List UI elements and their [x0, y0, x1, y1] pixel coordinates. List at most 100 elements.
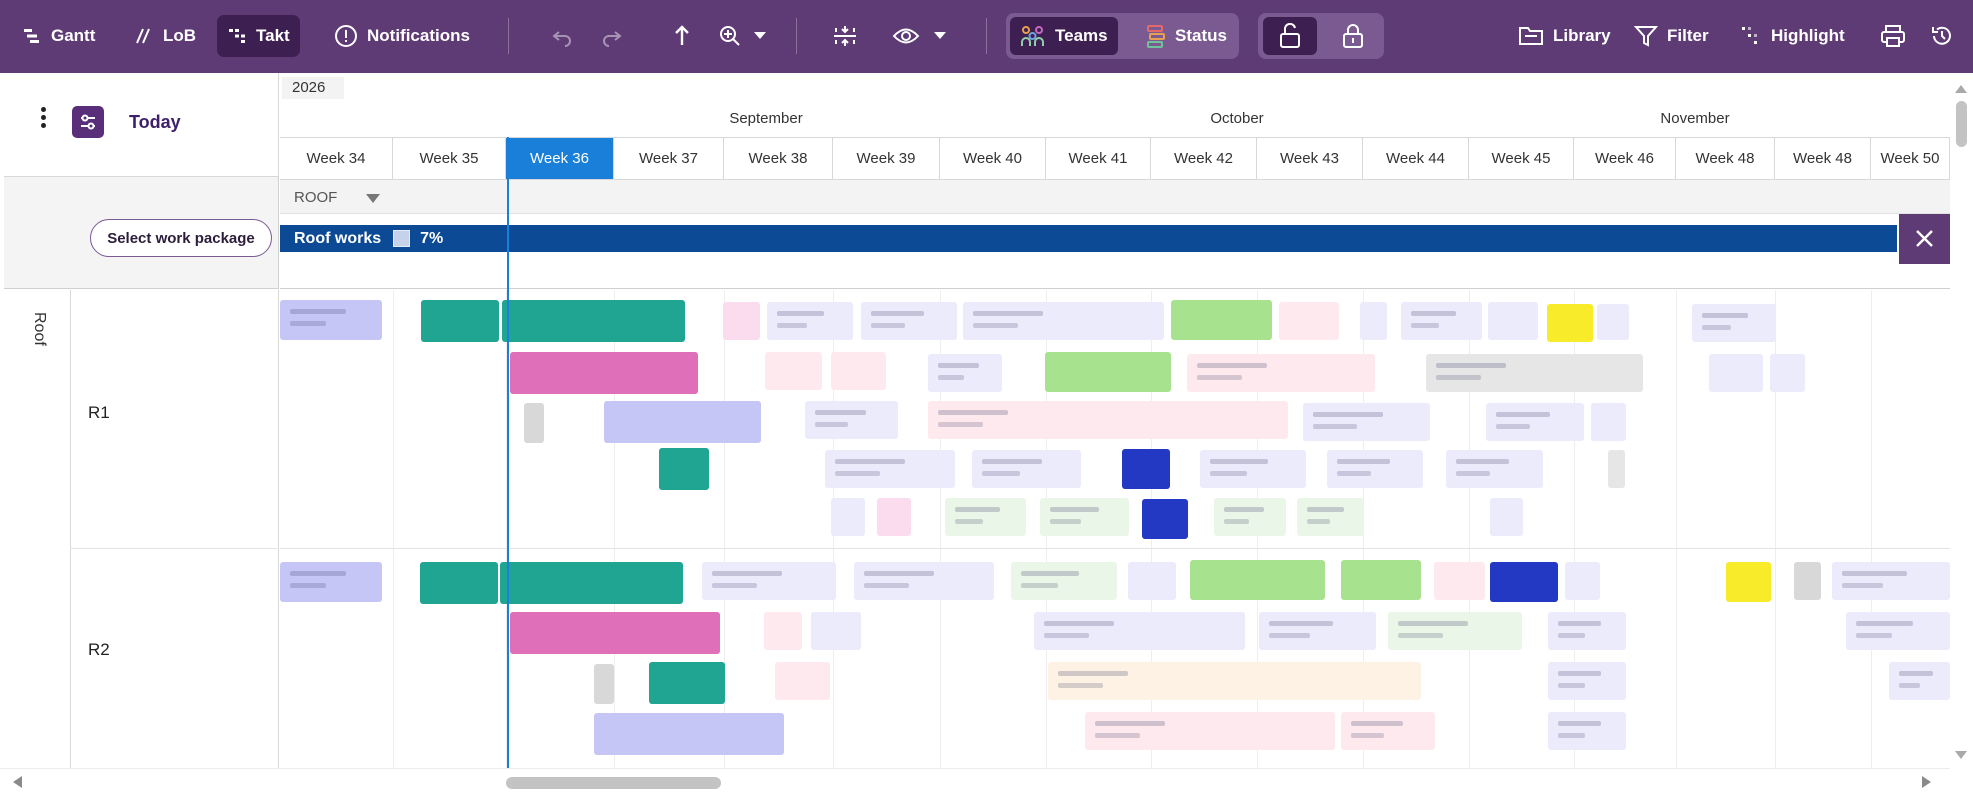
scroll-left-icon[interactable]: [13, 776, 22, 788]
task-block[interactable]: [1171, 300, 1272, 340]
week-column-header[interactable]: Week 50: [1871, 138, 1950, 179]
select-work-package-button[interactable]: Select work package: [90, 219, 272, 257]
task-block-faded[interactable]: [1770, 354, 1805, 392]
week-column-header[interactable]: Week 34: [280, 138, 393, 179]
redo-button[interactable]: [590, 15, 634, 57]
task-block-faded[interactable]: [972, 450, 1081, 488]
task-block-faded[interactable]: [831, 498, 865, 536]
horizontal-scrollbar[interactable]: [0, 768, 1950, 795]
week-column-header[interactable]: Week 42: [1151, 138, 1257, 179]
task-block[interactable]: [280, 300, 382, 340]
task-block[interactable]: [1122, 449, 1170, 489]
task-block-faded[interactable]: [1434, 562, 1485, 600]
gantt-view-button[interactable]: Gantt: [12, 15, 105, 57]
undo-button[interactable]: [540, 15, 584, 57]
task-block-faded[interactable]: [1597, 304, 1629, 340]
status-button[interactable]: Status: [1136, 17, 1237, 55]
move-up-button[interactable]: [662, 15, 702, 57]
task-block-faded[interactable]: [1591, 403, 1626, 441]
task-block[interactable]: [594, 664, 614, 704]
task-block[interactable]: [1190, 560, 1325, 600]
task-block-faded[interactable]: [1401, 302, 1482, 340]
notifications-button[interactable]: Notifications: [324, 15, 480, 57]
task-block-faded[interactable]: [805, 401, 898, 439]
task-block-faded[interactable]: [1048, 662, 1421, 700]
week-column-header[interactable]: Week 39: [833, 138, 940, 179]
vertical-scroll-thumb[interactable]: [1956, 101, 1967, 147]
scroll-down-icon[interactable]: [1955, 751, 1967, 759]
task-block[interactable]: [1547, 304, 1593, 342]
task-block-faded[interactable]: [764, 612, 802, 650]
row-spacing-button[interactable]: [822, 15, 868, 57]
task-block-faded[interactable]: [1034, 612, 1245, 650]
task-block[interactable]: [510, 612, 720, 654]
task-block-faded[interactable]: [1303, 403, 1430, 441]
task-block-faded[interactable]: [1187, 354, 1375, 392]
task-block-faded[interactable]: [1259, 612, 1376, 650]
task-block[interactable]: [1341, 560, 1421, 600]
task-block-faded[interactable]: [767, 302, 853, 340]
task-block-faded[interactable]: [811, 612, 861, 650]
vertical-scrollbar[interactable]: [1950, 73, 1973, 768]
horizontal-scroll-thumb[interactable]: [506, 777, 721, 789]
task-block-faded[interactable]: [1279, 302, 1339, 340]
task-block[interactable]: [604, 401, 761, 443]
task-block-faded[interactable]: [1565, 562, 1600, 600]
task-block[interactable]: [594, 713, 784, 755]
task-block[interactable]: [500, 562, 683, 604]
task-block-faded[interactable]: [1692, 304, 1776, 342]
task-block-faded[interactable]: [1548, 662, 1626, 700]
task-block-faded[interactable]: [1297, 498, 1364, 536]
highlight-button[interactable]: Highlight: [1730, 15, 1855, 57]
unlock-button[interactable]: [1263, 17, 1317, 55]
today-label[interactable]: Today: [129, 112, 181, 132]
week-column-header[interactable]: Week 48: [1676, 138, 1775, 179]
task-block-faded[interactable]: [877, 498, 911, 536]
task-block-faded[interactable]: [825, 450, 955, 488]
task-block-faded[interactable]: [1085, 712, 1335, 750]
print-button[interactable]: [1870, 15, 1916, 57]
task-block-faded[interactable]: [1486, 403, 1584, 441]
task-block-faded[interactable]: [765, 352, 822, 390]
task-block-faded[interactable]: [928, 401, 1288, 439]
week-column-header[interactable]: Week 35: [393, 138, 506, 179]
more-options-icon[interactable]: [38, 107, 48, 133]
task-block-faded[interactable]: [775, 662, 830, 700]
task-block-faded[interactable]: [1446, 450, 1543, 488]
task-block[interactable]: [1045, 352, 1171, 392]
group-dropdown[interactable]: ROOF: [280, 180, 1950, 214]
close-work-package-button[interactable]: [1899, 214, 1950, 264]
task-block-faded[interactable]: [1548, 712, 1626, 750]
week-column-header[interactable]: Week 43: [1257, 138, 1363, 179]
task-block-faded[interactable]: [1426, 354, 1643, 392]
task-block[interactable]: [1490, 562, 1558, 602]
task-block-faded[interactable]: [945, 498, 1026, 536]
task-block[interactable]: [1726, 562, 1771, 602]
week-column-header[interactable]: Week 36: [506, 138, 614, 179]
scroll-right-icon[interactable]: [1922, 776, 1931, 788]
caret-down-icon[interactable]: [366, 194, 380, 203]
task-block[interactable]: [420, 562, 498, 604]
task-block[interactable]: [524, 403, 544, 443]
week-column-header[interactable]: Week 41: [1046, 138, 1151, 179]
history-button[interactable]: [1920, 15, 1964, 57]
task-block-faded[interactable]: [1011, 562, 1117, 600]
task-block-faded[interactable]: [1341, 712, 1435, 750]
task-block-faded[interactable]: [1200, 450, 1306, 488]
lob-view-button[interactable]: LoB: [124, 15, 206, 57]
task-block-faded[interactable]: [1490, 498, 1523, 536]
task-block[interactable]: [502, 300, 685, 342]
lock-button[interactable]: [1326, 17, 1380, 55]
task-block-faded[interactable]: [831, 352, 886, 390]
task-block[interactable]: [723, 302, 760, 340]
task-block-faded[interactable]: [1360, 302, 1387, 340]
task-block-faded[interactable]: [1040, 498, 1129, 536]
week-column-header[interactable]: Week 48: [1775, 138, 1871, 179]
task-block-faded[interactable]: [702, 562, 836, 600]
task-block[interactable]: [421, 300, 499, 342]
task-block[interactable]: [1142, 499, 1188, 539]
task-block-faded[interactable]: [1548, 612, 1626, 650]
zoom-button[interactable]: [708, 15, 776, 57]
takt-view-button[interactable]: Takt: [217, 15, 300, 57]
task-block-faded[interactable]: [1832, 562, 1950, 600]
